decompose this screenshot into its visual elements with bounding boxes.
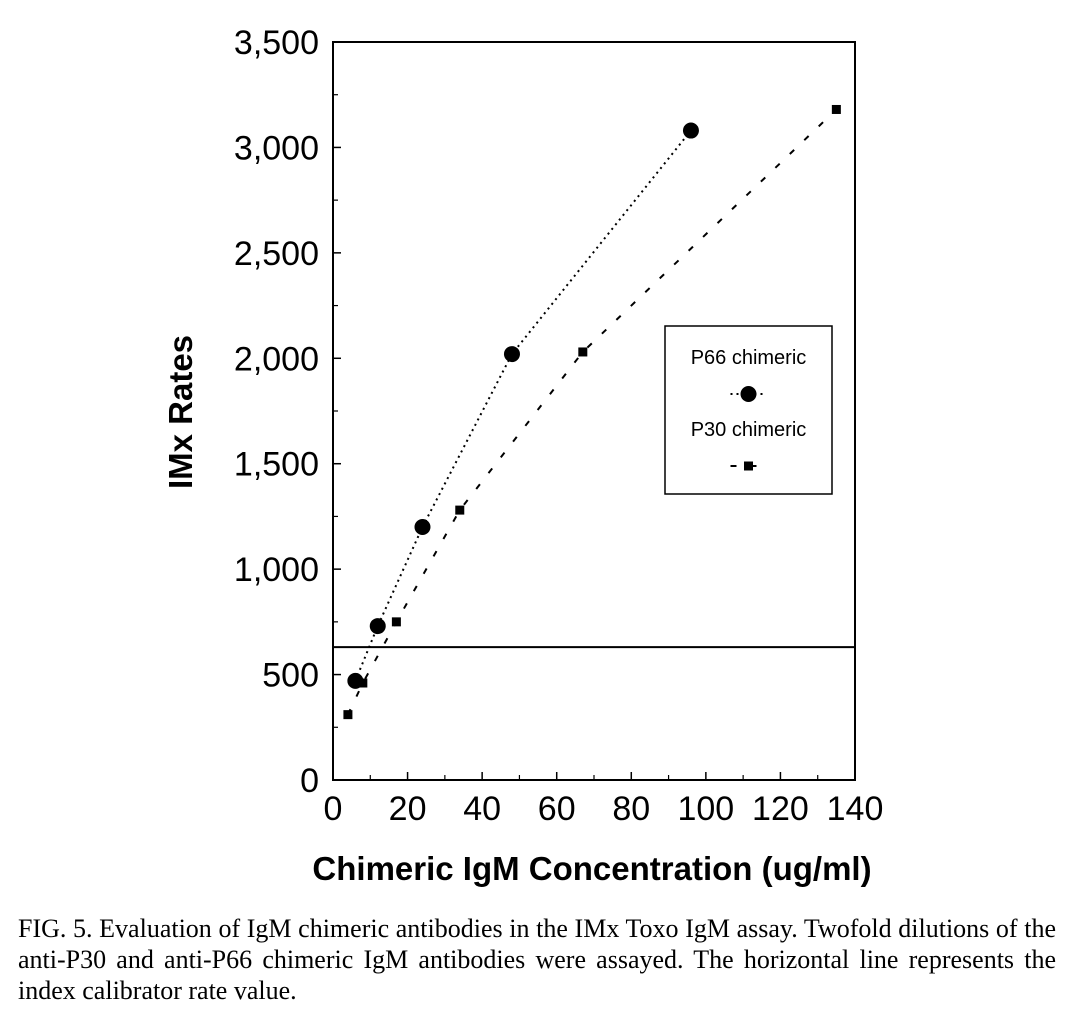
legend-marker — [744, 461, 753, 471]
series-p30-chimeric — [343, 104, 841, 720]
data-point — [343, 710, 353, 720]
series-layer — [333, 104, 855, 720]
data-point — [503, 346, 520, 363]
x-tick-label: 140 — [827, 790, 884, 828]
y-tick-label: 500 — [262, 657, 319, 695]
data-point — [455, 505, 465, 515]
y-tick-label: 3,000 — [234, 129, 319, 167]
y-tick-label: 1,500 — [234, 446, 319, 484]
legend: P66 chimeric P30 chimeric — [664, 325, 833, 495]
y-tick-label: 0 — [300, 762, 319, 800]
data-point — [391, 617, 401, 627]
data-point — [682, 122, 699, 139]
data-point — [578, 347, 588, 357]
axis-ticks — [332, 41, 856, 781]
x-tick-label: 0 — [324, 790, 343, 828]
legend-label: P66 chimeric — [691, 347, 807, 369]
x-tick-label: 20 — [389, 790, 427, 828]
figure-caption: FIG. 5. Evaluation of IgM chimeric antib… — [18, 914, 1056, 1005]
x-tick-label: 40 — [463, 790, 501, 828]
x-axis-title: Chimeric IgM Concentration (ug/ml) — [312, 850, 871, 887]
data-point — [358, 678, 368, 688]
x-axis-tick-labels: 0 20 40 60 80 100 120 140 — [324, 790, 884, 828]
data-point — [831, 104, 841, 114]
y-tick-label: 2,000 — [234, 340, 319, 378]
y-tick-label: 2,500 — [234, 235, 319, 273]
series-line — [354, 129, 692, 682]
x-tick-label: 120 — [752, 790, 809, 828]
data-point — [369, 618, 386, 635]
legend-label: P30 chimeric — [691, 419, 807, 441]
y-axis-title: IMx Rates — [162, 335, 199, 489]
y-tick-label: 1,000 — [234, 551, 319, 589]
x-tick-label: 80 — [612, 790, 650, 828]
chart: 0 20 40 60 80 100 120 140 0 500 1,000 1,500 2,000 2,… — [162, 24, 884, 887]
x-tick-label: 100 — [677, 790, 734, 828]
data-point — [414, 518, 431, 535]
x-tick-label: 60 — [538, 790, 576, 828]
y-axis-tick-labels: 0 500 1,000 1,500 2,000 2,500 3,000 3,500 — [234, 24, 319, 800]
y-tick-label: 3,500 — [234, 24, 319, 62]
series-p66-chimeric — [347, 122, 699, 689]
legend-marker — [740, 386, 757, 402]
